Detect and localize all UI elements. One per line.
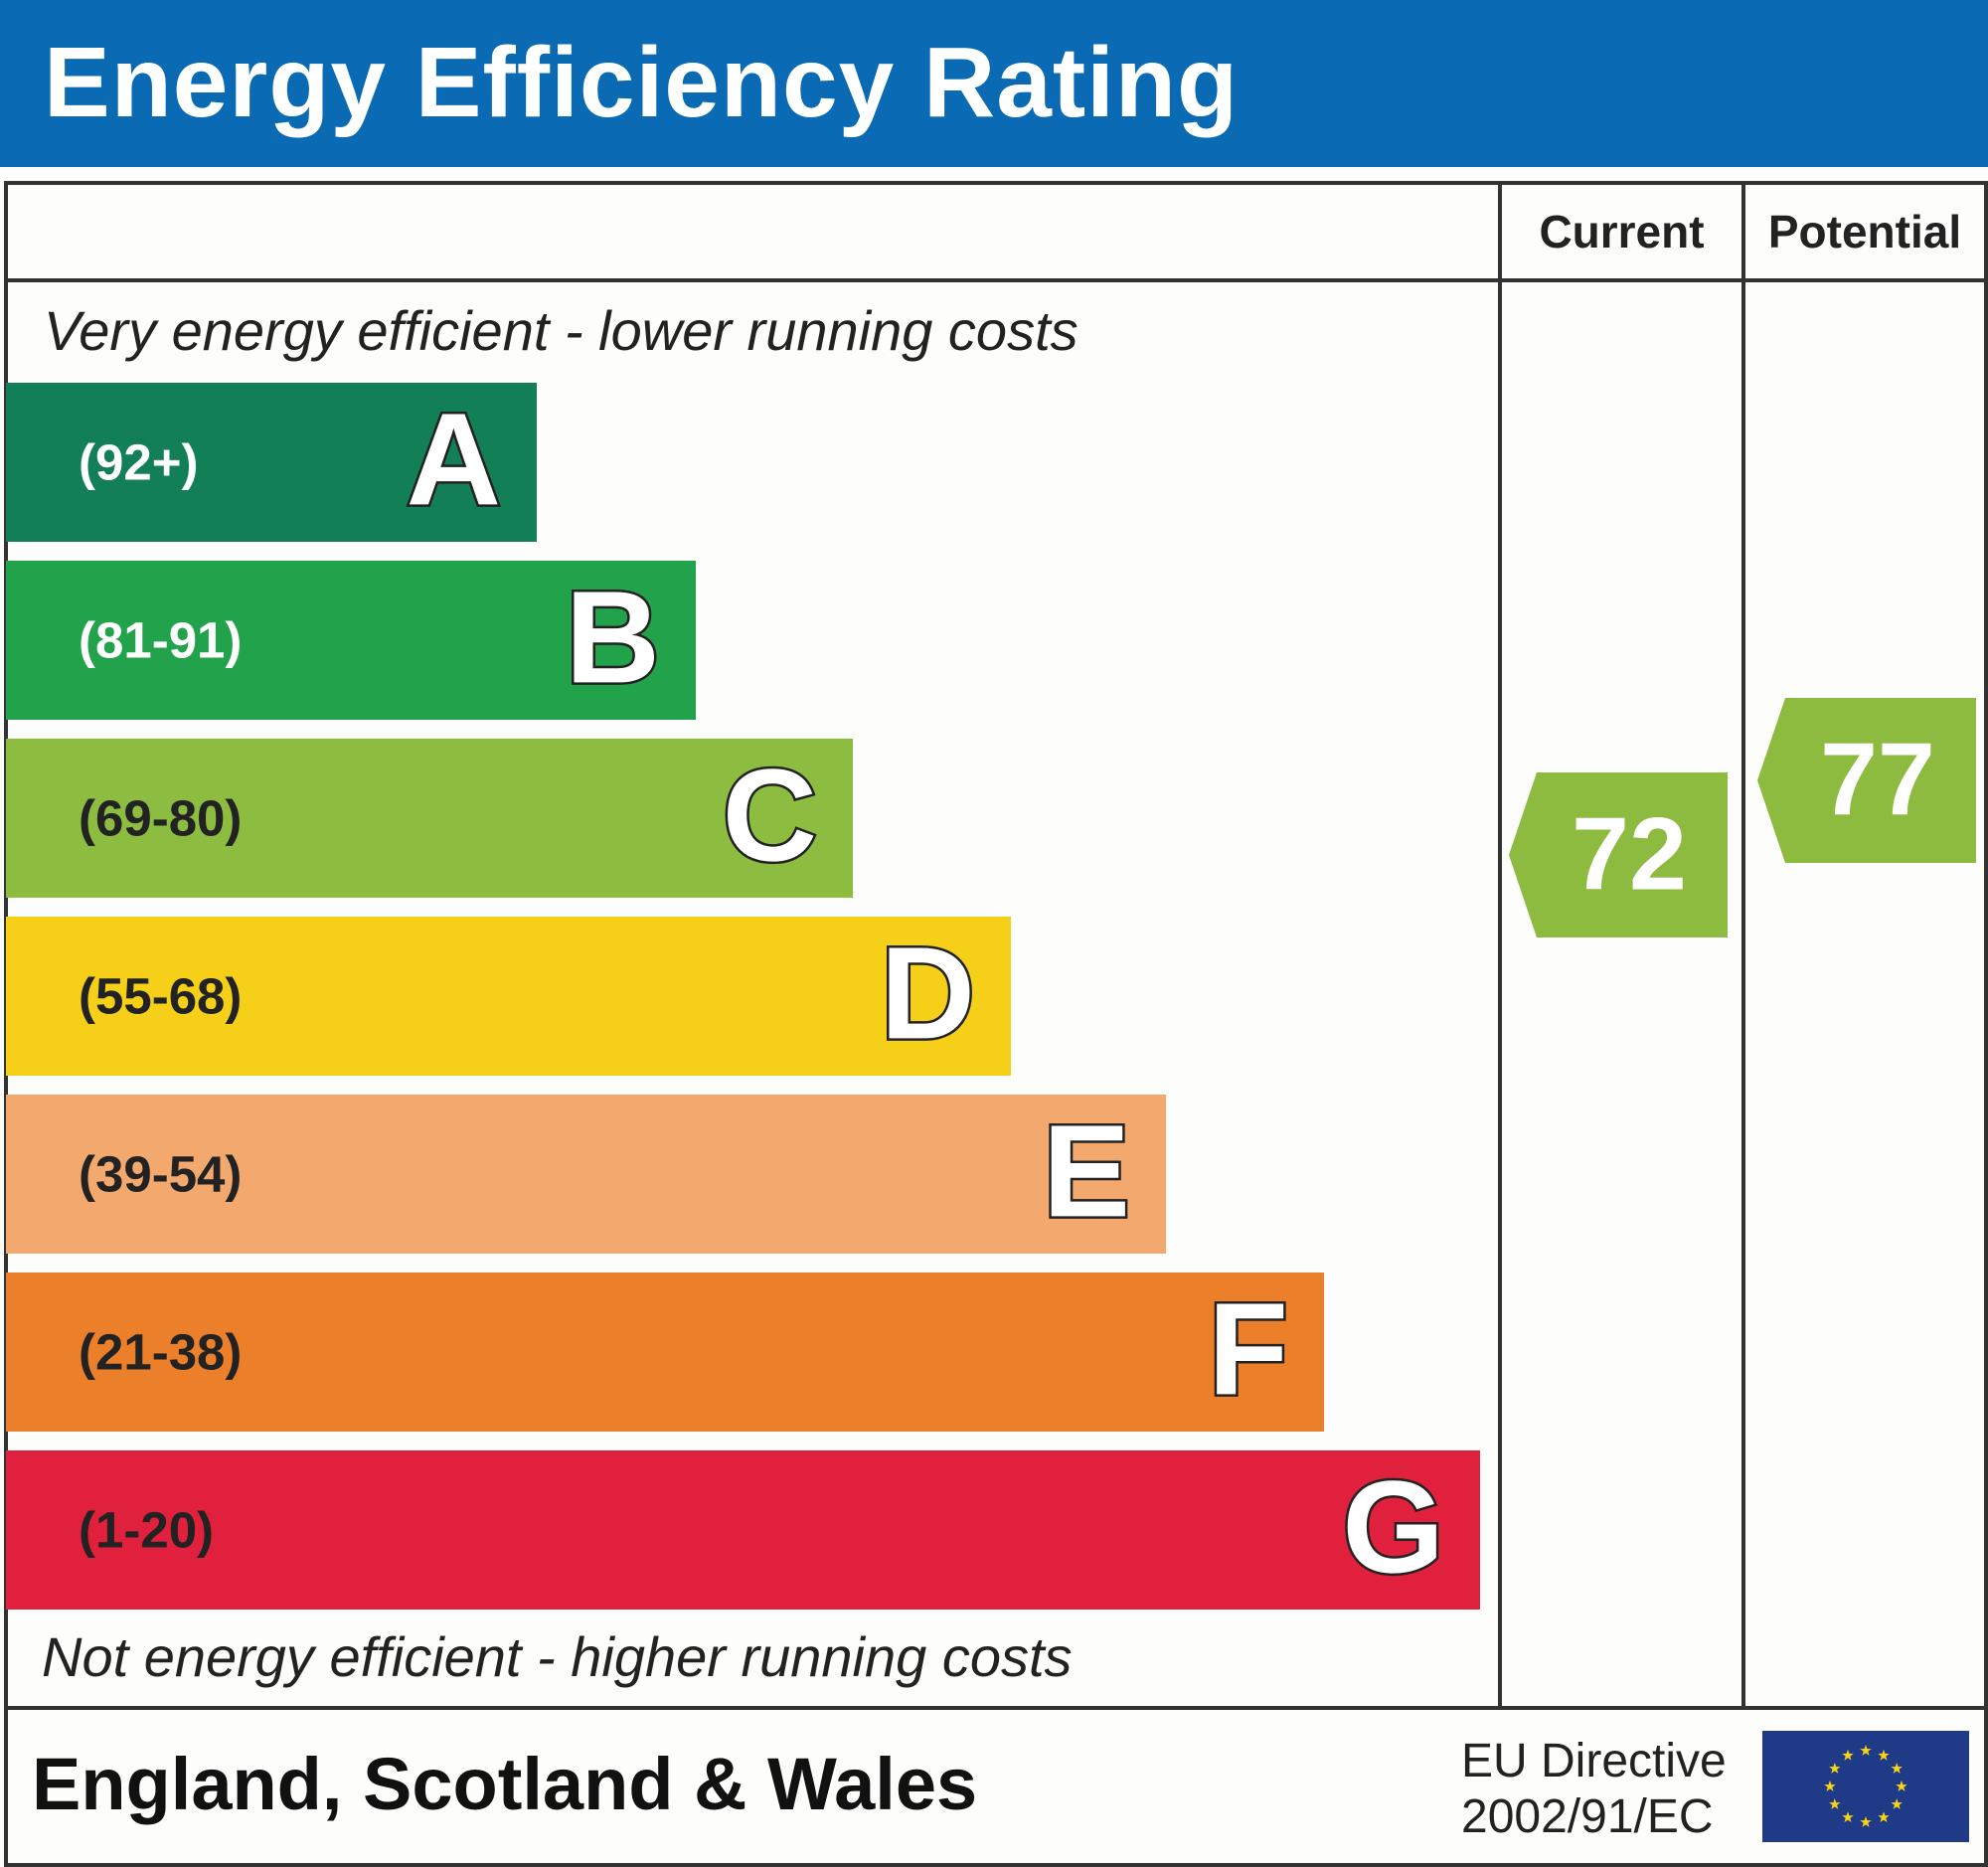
band-range: (92+) — [79, 433, 199, 491]
band-a: (92+) A — [6, 383, 537, 542]
band-range: (21-38) — [79, 1323, 243, 1381]
potential-rating-arrow — [1757, 698, 1976, 863]
band-range: (55-68) — [79, 967, 243, 1025]
star-icon — [1860, 1816, 1872, 1827]
current-rating-value: 72 — [1572, 796, 1687, 913]
band-letter: G — [1340, 1453, 1447, 1601]
page-title: Energy Efficiency Rating — [44, 27, 1240, 138]
potential-rating: 77 — [1757, 698, 1976, 863]
current-column-header: Current — [1539, 206, 1705, 257]
star-icon — [1891, 1798, 1903, 1809]
band-b: (81-91) B — [6, 561, 696, 720]
column-divider-potential — [1741, 181, 1745, 1708]
band-e: (39-54) E — [6, 1095, 1166, 1254]
band-letter: A — [404, 386, 503, 533]
star-icon — [1842, 1749, 1854, 1761]
eu-directive-number: 2002/91/EC — [1461, 1790, 1714, 1843]
eu-flag-icon — [1762, 1731, 1969, 1842]
star-icon — [1878, 1749, 1890, 1761]
star-icon — [1829, 1763, 1841, 1774]
star-icon — [1896, 1781, 1907, 1791]
band-range: (39-54) — [79, 1145, 243, 1203]
band-letter: C — [720, 742, 819, 889]
band-letter: F — [1206, 1275, 1291, 1423]
band-range: (81-91) — [79, 611, 243, 669]
header-bar: Energy Efficiency Rating — [0, 0, 1988, 167]
country-label: England, Scotland & Wales — [32, 1743, 978, 1825]
band-letter: D — [878, 920, 977, 1067]
star-icon — [1829, 1798, 1841, 1809]
potential-rating-value: 77 — [1820, 722, 1935, 838]
column-divider-current — [1498, 181, 1502, 1708]
star-icon — [1891, 1763, 1903, 1774]
bottom-note: Not energy efficient - higher running co… — [42, 1625, 1073, 1688]
band-c: (69-80) C — [6, 739, 853, 898]
band-f: (21-38) F — [6, 1273, 1324, 1432]
header-divider — [4, 278, 1988, 282]
top-note: Very energy efficient - lower running co… — [44, 299, 1078, 362]
star-icon — [1860, 1745, 1872, 1756]
potential-column-header: Potential — [1767, 206, 1962, 257]
band-letter: B — [563, 564, 662, 711]
band-letter: E — [1040, 1098, 1132, 1245]
star-icon — [1878, 1811, 1890, 1822]
star-icon — [1842, 1811, 1854, 1822]
band-d: (55-68) D — [6, 917, 1011, 1076]
eu-directive-label: EU Directive — [1461, 1735, 1727, 1787]
band-range: (69-80) — [79, 789, 243, 847]
current-rating: 72 — [1509, 772, 1728, 937]
star-icon — [1824, 1781, 1836, 1791]
current-arrow-shape — [1509, 772, 1728, 937]
band-range: (1-20) — [79, 1501, 215, 1559]
footer-divider — [4, 1706, 1988, 1710]
potential-arrow-shape — [1757, 698, 1976, 863]
band-g: (1-20) G — [6, 1450, 1480, 1610]
current-rating-arrow — [1509, 772, 1728, 937]
